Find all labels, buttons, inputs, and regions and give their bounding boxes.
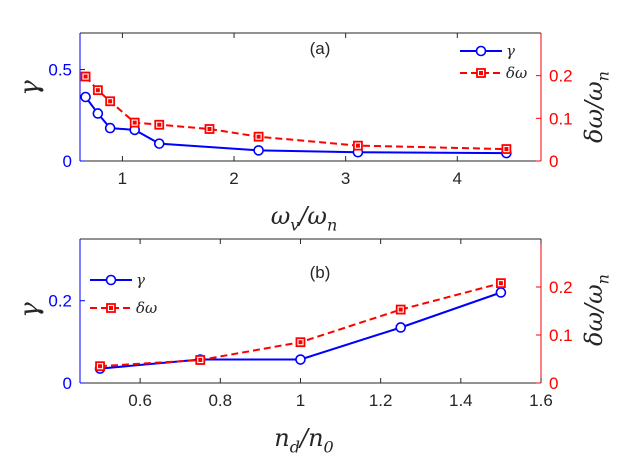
legend-label-b: γ [136, 271, 145, 289]
y-left-tick-label-b: 0.2 [48, 292, 72, 311]
legend-label-b: δω [136, 299, 157, 317]
point-gamma-b [395, 322, 406, 333]
x-tick-label-b: 1.6 [529, 391, 553, 410]
plot-area-b [80, 239, 541, 383]
y-right-tick-label-a: 0 [549, 152, 558, 171]
x-tick-label-a: 4 [453, 169, 462, 188]
y-left-tick-label-b: 0 [63, 374, 72, 393]
point-gamma-b [495, 287, 507, 298]
y-right-tick-label-b: 0 [549, 374, 558, 393]
x-tick-label-b: 0.6 [128, 391, 152, 410]
y-left-tick-label-a: 0.5 [48, 61, 72, 80]
panel-label-b: (b) [310, 263, 331, 282]
legend-marker-b [105, 274, 117, 286]
point-fill-delta-omega-a [83, 74, 88, 79]
point-fill-delta-omega-a [157, 122, 162, 127]
x-tick-label-a: 1 [118, 169, 127, 188]
legend-a: γ δω [460, 42, 527, 82]
y-right-tick-label-b: 0.2 [549, 278, 573, 297]
legend-marker-fill-b [109, 306, 113, 310]
y-left-label-a: γ [15, 80, 45, 96]
legend-marker-a [475, 45, 487, 57]
x-axis-label-a: ωv/ωn [271, 202, 338, 235]
point-fill-delta-omega-b [198, 357, 203, 362]
y-right-tick-label-a: 0.2 [549, 67, 573, 86]
point-gamma-a [153, 138, 165, 149]
point-fill-delta-omega-b [98, 364, 103, 369]
point-fill-delta-omega-a [108, 99, 113, 104]
point-gamma-a [253, 145, 264, 156]
point-fill-delta-omega-a [504, 147, 509, 152]
point-gamma-a [104, 122, 116, 134]
x-tick-label-b: 0.8 [208, 391, 232, 410]
point-fill-delta-omega-b [498, 281, 503, 286]
legend-b: γ δω [90, 271, 157, 317]
y-right-tick-label-a: 0.1 [549, 109, 573, 128]
y-right-tick-label-b: 0.1 [549, 326, 573, 345]
x-tick-label-a: 2 [229, 169, 238, 188]
y-left-tick-label-a: 0 [63, 152, 72, 171]
x-tick-label-b: 1 [296, 391, 305, 410]
point-fill-delta-omega-a [132, 120, 137, 125]
y-left-label-b: γ [15, 302, 45, 318]
point-gamma-a [80, 91, 91, 103]
point-fill-delta-omega-a [207, 127, 212, 131]
point-fill-delta-omega-b [398, 307, 403, 312]
x-axis-label-b: nd/n0 [274, 424, 333, 457]
legend-label-a: γ [506, 42, 515, 60]
point-fill-delta-omega-a [355, 143, 360, 148]
legend-marker-fill-a [479, 71, 483, 75]
point-fill-delta-omega-b [298, 340, 303, 345]
panel-b: 0.6 0.8 1 1.2 1.4 1.600.200.10.2nd/n0γ δω/ωn(b… [15, 238, 613, 457]
point-gamma-a [92, 108, 104, 119]
panel-a: 1 2 3 4 0 0.5 0 0.1 0.2 ωv/ωn γ δω/ωn (a) γ δω [15, 32, 613, 235]
y-right-label-b: δω/ωn [580, 274, 613, 346]
point-gamma-b [295, 354, 306, 365]
panel-label-a: (a) [310, 39, 331, 58]
point-fill-delta-omega-a [256, 134, 261, 139]
x-tick-label-b: 1.2 [369, 391, 393, 410]
x-tick-label-a: 3 [341, 169, 350, 188]
y-right-label-a: δω/ωn [580, 71, 613, 143]
point-fill-delta-omega-a [95, 88, 100, 93]
x-tick-label-b: 1.4 [449, 391, 473, 410]
legend-label-a: δω [506, 64, 527, 82]
